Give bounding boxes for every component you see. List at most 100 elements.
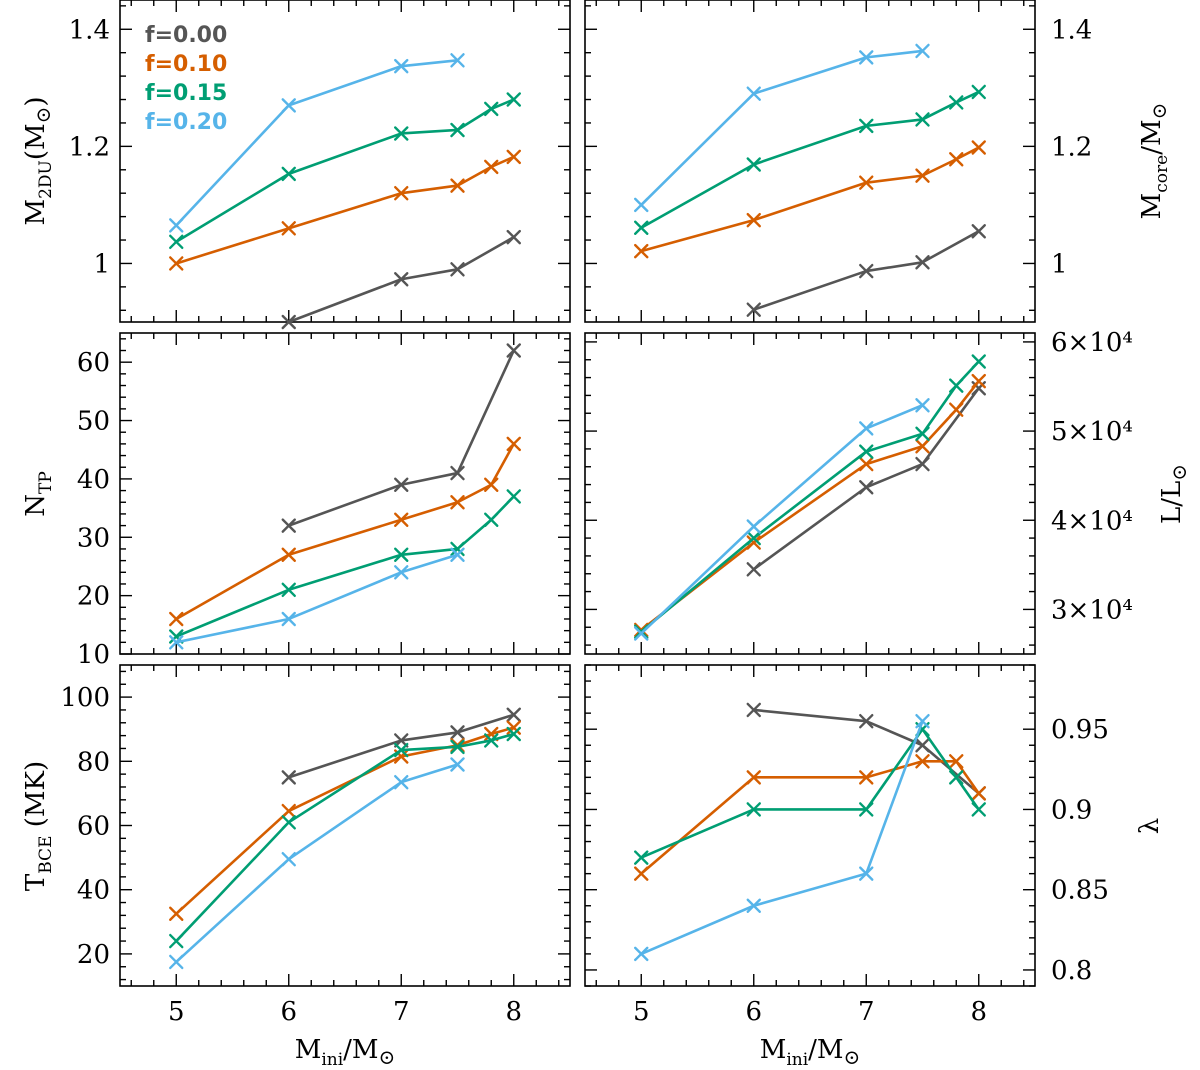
data-point bbox=[915, 426, 930, 441]
data-point bbox=[281, 98, 296, 113]
data-point bbox=[169, 256, 184, 271]
data-point bbox=[859, 421, 874, 436]
y-tick-label: 60 bbox=[77, 348, 110, 378]
data-point bbox=[281, 803, 296, 819]
x-tick-label: 7 bbox=[858, 997, 875, 1027]
data-point bbox=[971, 786, 986, 801]
y-tick-label: 60 bbox=[77, 812, 110, 842]
data-point bbox=[484, 512, 499, 527]
series-line-f=0.20 bbox=[175, 763, 458, 963]
data-point bbox=[915, 754, 930, 769]
y-tick-label: 50 bbox=[77, 407, 110, 437]
data-point bbox=[281, 314, 296, 330]
series-line-f=0.10 bbox=[640, 146, 980, 253]
y-tick-label: 0.9 bbox=[1051, 795, 1092, 825]
y-tick-label: 0.8 bbox=[1051, 956, 1092, 986]
data-point bbox=[915, 168, 930, 183]
panel-layers: 1 1.2 1.4 1 1.2 1.4 10 20 30 40 50 60 3×10⁴ 4×10⁴ 5×10… bbox=[60, 0, 1133, 1027]
y-tick-label: 10 bbox=[77, 640, 110, 670]
data-point bbox=[859, 50, 874, 65]
data-point bbox=[394, 477, 409, 492]
y-tick-label: 1.4 bbox=[69, 15, 110, 45]
ylabel-m2du: M2DU(M⊙) bbox=[21, 96, 56, 225]
y-tick-label: 5×10⁴ bbox=[1051, 417, 1133, 447]
panel-frame-m2du bbox=[119, 0, 571, 323]
xlabel-right: Mini/M⊙ bbox=[760, 1035, 861, 1070]
series-line-f=0.20 bbox=[640, 404, 923, 635]
data-point bbox=[450, 53, 465, 68]
ylabel-tbce: TBCE (MK) bbox=[21, 761, 56, 891]
series-line-f=0.20 bbox=[640, 720, 924, 956]
data-point bbox=[169, 234, 184, 249]
panel-frame-ntp bbox=[119, 332, 571, 655]
series-line-f=0.15 bbox=[640, 360, 980, 633]
data-point bbox=[915, 713, 930, 729]
data-point bbox=[915, 255, 930, 270]
data-point bbox=[394, 512, 409, 527]
data-point bbox=[450, 739, 465, 755]
y-tick-label: 3×10⁴ bbox=[1051, 595, 1133, 625]
data-point bbox=[394, 126, 409, 141]
series-line-f=0.10 bbox=[175, 155, 515, 265]
data-point bbox=[634, 243, 649, 259]
xlabel-left: Mini/M⊙ bbox=[295, 1035, 396, 1070]
data-point bbox=[506, 343, 521, 358]
data-point bbox=[281, 852, 296, 867]
data-point bbox=[746, 535, 761, 550]
y-tick-label: 1 bbox=[1051, 249, 1068, 279]
data-point bbox=[949, 378, 964, 393]
data-point bbox=[634, 946, 649, 962]
data-point bbox=[506, 436, 521, 452]
data-point bbox=[915, 398, 930, 413]
series-line-f=0.15 bbox=[175, 495, 515, 638]
data-point bbox=[949, 152, 964, 167]
x-tick-label: 5 bbox=[168, 997, 185, 1027]
data-point bbox=[746, 702, 761, 718]
panel-ntp: 10 20 30 40 50 60 bbox=[77, 333, 570, 670]
y-tick-label: 30 bbox=[77, 523, 110, 553]
data-point bbox=[859, 866, 874, 881]
data-point bbox=[169, 611, 184, 627]
y-tick-label: 20 bbox=[77, 582, 110, 612]
data-point bbox=[634, 850, 649, 865]
panel-tbce: 5 6 7 8 20 40 60 80 100 bbox=[60, 665, 570, 1027]
x-tick-label: 5 bbox=[633, 997, 650, 1027]
y-tick-label: 100 bbox=[60, 683, 110, 713]
panel-frame-lambda bbox=[584, 664, 1036, 987]
series-line-f=0.10 bbox=[640, 380, 980, 631]
data-point bbox=[506, 149, 521, 165]
panel-frame-tbce bbox=[119, 664, 571, 987]
data-point bbox=[506, 489, 521, 504]
data-point bbox=[859, 802, 874, 817]
data-point bbox=[859, 444, 874, 459]
legend-item-f000: f=0.00 bbox=[145, 23, 227, 48]
data-point bbox=[394, 58, 409, 74]
panel-frame-lum bbox=[584, 332, 1036, 655]
data-point bbox=[746, 212, 761, 228]
data-point bbox=[450, 262, 465, 277]
data-point bbox=[394, 272, 409, 287]
data-point bbox=[915, 738, 930, 753]
data-point bbox=[971, 140, 986, 155]
data-point bbox=[746, 562, 761, 577]
ylabel-lambda: λ bbox=[1135, 818, 1165, 834]
data-point bbox=[169, 933, 184, 949]
ylabel-ntp: NTP bbox=[21, 471, 56, 517]
data-point bbox=[859, 480, 874, 495]
data-point bbox=[394, 547, 409, 562]
y-tick-label: 0.95 bbox=[1051, 715, 1109, 745]
data-point bbox=[971, 373, 986, 389]
data-point bbox=[859, 175, 874, 190]
data-point bbox=[450, 547, 465, 562]
data-point bbox=[169, 954, 184, 970]
y-tick-label: 6×10⁴ bbox=[1051, 328, 1133, 358]
data-point bbox=[484, 101, 499, 117]
data-point bbox=[915, 43, 930, 59]
x-tick-label: 7 bbox=[393, 997, 410, 1027]
y-tick-label: 40 bbox=[77, 465, 110, 495]
data-point bbox=[450, 178, 465, 193]
data-point bbox=[971, 354, 986, 369]
data-point bbox=[394, 565, 409, 580]
x-tick-label: 8 bbox=[505, 997, 522, 1027]
